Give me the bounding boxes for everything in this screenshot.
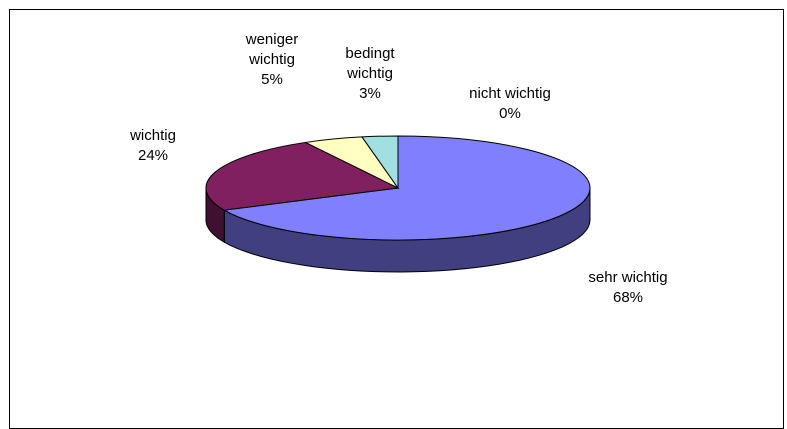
data-label: wichtig 24% <box>108 126 198 166</box>
value-label: 5% <box>261 71 283 88</box>
value-label: 3% <box>359 85 381 102</box>
category-label: weniger wichtig <box>245 31 299 68</box>
category-label: wichtig <box>130 127 176 144</box>
pie-slice <box>205 141 400 211</box>
data-label: sehr wichtig 68% <box>563 268 693 308</box>
value-label: 24% <box>137 147 169 164</box>
value-label: 0% <box>499 105 521 122</box>
data-label: nicht wichtig 0% <box>440 84 580 124</box>
category-label: nicht wichtig <box>469 85 551 102</box>
pie-slice <box>222 135 591 241</box>
value-label: 68% <box>612 289 644 306</box>
category-label: sehr wichtig <box>588 269 668 286</box>
data-label: weniger wichtig 5% <box>232 30 312 90</box>
data-label: bedingt wichtig 3% <box>330 44 410 104</box>
category-label: bedingt wichtig <box>345 45 395 82</box>
